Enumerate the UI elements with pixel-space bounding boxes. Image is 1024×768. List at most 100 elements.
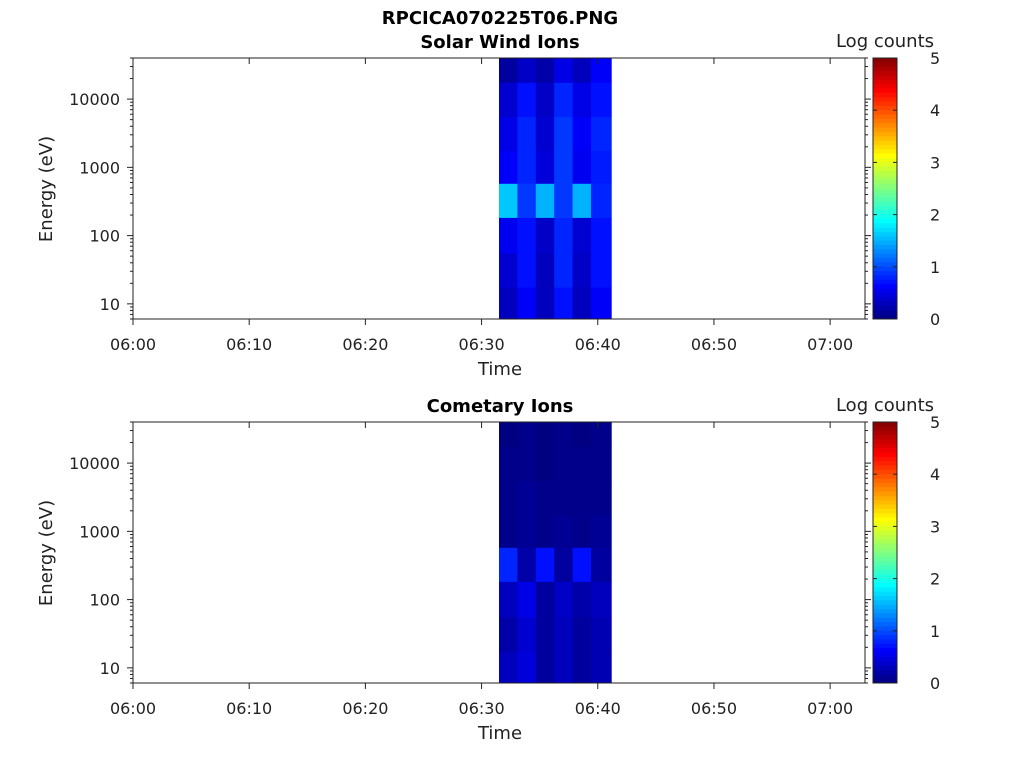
- colorbar-segment: [873, 310, 897, 316]
- heatmap-cell: [517, 651, 537, 684]
- colorbar-segment: [873, 552, 897, 558]
- heatmap-cell: [554, 287, 573, 320]
- colorbar-segment: [873, 435, 897, 440]
- colorbar-segment: [873, 495, 897, 501]
- colorbar-segment: [873, 223, 897, 229]
- x-tick-label: 06:30: [459, 699, 505, 718]
- heatmap-cell: [535, 651, 555, 684]
- heatmap-cell: [572, 217, 592, 254]
- colorbar-segment: [873, 140, 897, 146]
- y-tick-label: 10: [100, 295, 120, 314]
- colorbar-segment: [873, 609, 897, 614]
- heatmap-cell: [590, 116, 612, 152]
- colorbar-segment: [873, 245, 897, 250]
- y-tick-label: 100: [89, 227, 120, 246]
- x-tick-label: 06:10: [226, 699, 272, 718]
- colorbar-segment: [873, 227, 897, 233]
- colorbar-segment: [873, 491, 897, 497]
- colorbar-segment: [873, 214, 897, 220]
- heatmap-cell: [572, 617, 592, 652]
- heatmap-cell: [590, 217, 612, 254]
- heatmap-cell: [517, 287, 537, 320]
- colorbar-segment: [873, 123, 897, 129]
- heatmap-cell: [499, 515, 518, 549]
- colorbar-segment: [873, 422, 897, 427]
- colorbar-segment: [873, 439, 897, 445]
- heatmap-cell: [535, 82, 555, 118]
- colorbar-segment: [873, 504, 897, 510]
- colorbar-segment: [873, 201, 897, 207]
- colorbar-segment: [873, 279, 897, 285]
- colorbar-label: Log counts: [836, 31, 934, 52]
- colorbar-segment: [873, 465, 897, 471]
- colorbar-segment: [873, 110, 897, 116]
- colorbar-segment: [873, 648, 897, 654]
- figure-title: RPCICA070225T06.PNG: [382, 8, 618, 29]
- heatmap-cell: [590, 480, 612, 516]
- heatmap-cell: [572, 581, 592, 618]
- colorbar-frame: [872, 57, 898, 320]
- heatmap-cell: [572, 58, 592, 84]
- heatmap-cell: [517, 480, 537, 516]
- colorbar-segment: [873, 622, 897, 627]
- heatmap-cell: [554, 651, 573, 684]
- heatmap-cell: [554, 58, 573, 84]
- plot-area: 06:00 06:10 06:20 06:30 06:40 06:50 07:00 10 100…: [69, 57, 871, 354]
- x-axis-label: Time: [477, 723, 522, 744]
- colorbar-segment: [873, 240, 897, 246]
- colorbar-segment: [873, 565, 897, 571]
- heatmap-cell: [535, 287, 555, 320]
- colorbar-segment: [873, 461, 897, 466]
- heatmap-cell: [554, 116, 573, 152]
- colorbar-segment: [873, 79, 897, 85]
- heatmap-cell: [590, 183, 612, 219]
- heatmap-cell: [535, 515, 555, 549]
- heatmap-cell: [590, 446, 612, 482]
- colorbar-tick-label: 2: [930, 570, 940, 589]
- colorbar-segment: [873, 582, 897, 588]
- heatmap-cell: [535, 480, 555, 516]
- colorbar-segment: [873, 288, 897, 294]
- colorbar-tick-label: 2: [930, 206, 940, 225]
- y-tick-label: 1000: [79, 522, 120, 541]
- colorbar-segment: [873, 635, 897, 640]
- colorbar-segment: [873, 426, 897, 432]
- heatmap-cell: [535, 446, 555, 482]
- y-tick-label: 100: [89, 591, 120, 610]
- heatmap-cell: [535, 58, 555, 84]
- heatmap-cell: [499, 82, 518, 118]
- heatmap-cell: [499, 617, 518, 652]
- colorbar-segment: [873, 443, 897, 449]
- colorbar-segment: [873, 179, 897, 185]
- colorbar-segment: [873, 314, 897, 320]
- colorbar-segment: [873, 266, 897, 272]
- x-axis-label: Time: [477, 359, 522, 380]
- colorbar-segment: [873, 569, 897, 575]
- heatmap-cell: [554, 422, 573, 448]
- colorbar-segment: [873, 131, 897, 137]
- colorbar-segment: [873, 474, 897, 480]
- heatmap-cell: [499, 287, 518, 320]
- colorbar-segment: [873, 600, 897, 606]
- heatmap-cell: [554, 151, 573, 185]
- colorbar-segment: [873, 630, 897, 636]
- x-tick-label: 06:40: [575, 699, 621, 718]
- colorbar-segment: [873, 297, 897, 303]
- colorbar-segment: [873, 305, 897, 311]
- colorbar-segment: [873, 184, 897, 189]
- heatmap-cell: [517, 217, 537, 254]
- colorbar-segment: [873, 561, 897, 567]
- colorbar-segment: [873, 205, 897, 211]
- y-tick-label: 10000: [69, 90, 120, 109]
- axes-frame: [132, 421, 866, 684]
- heatmap-cell: [572, 547, 592, 583]
- colorbar-segment: [873, 643, 897, 649]
- heatmap-cell: [590, 651, 612, 684]
- heatmap-cell: [554, 547, 573, 583]
- colorbar-segment: [873, 530, 897, 536]
- colorbar-segment: [873, 556, 897, 562]
- colorbar-segment: [873, 262, 897, 268]
- colorbar-segment: [873, 430, 897, 436]
- y-tick-label: 1000: [79, 158, 120, 177]
- colorbar-segment: [873, 114, 897, 120]
